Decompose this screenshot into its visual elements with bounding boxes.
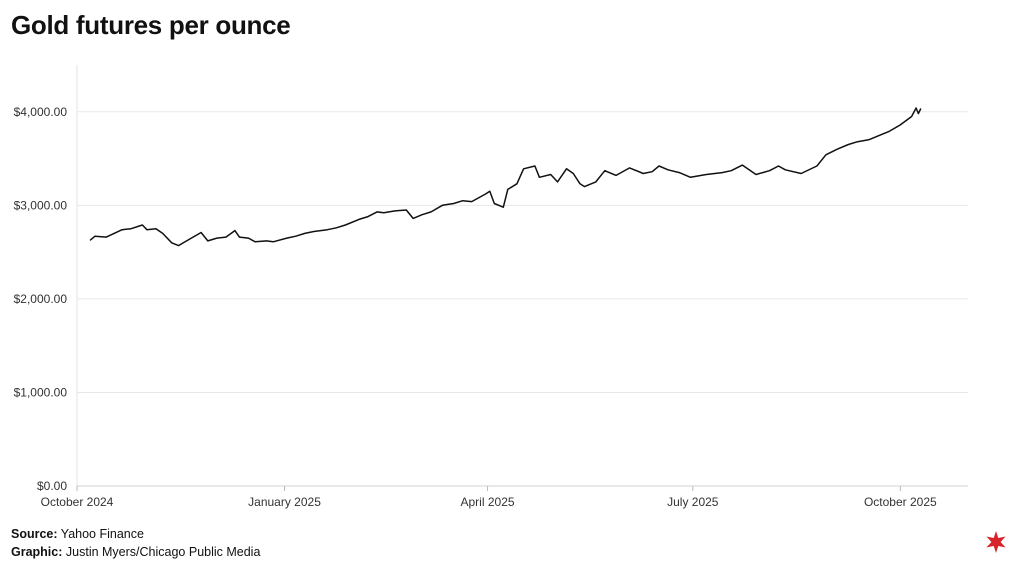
y-tick-label: $0.00 xyxy=(37,479,67,493)
y-tick-label: $3,000.00 xyxy=(14,198,68,212)
y-tick-label: $4,000.00 xyxy=(14,105,68,119)
x-tick-label: July 2025 xyxy=(667,495,719,509)
graphic-credit: Graphic: Justin Myers/Chicago Public Med… xyxy=(11,545,260,559)
y-tick-label: $1,000.00 xyxy=(14,385,68,399)
gridlines xyxy=(76,65,968,487)
chicago-star-icon xyxy=(986,531,1006,553)
series-line xyxy=(89,107,922,247)
x-tick-label: October 2024 xyxy=(41,495,114,509)
source-text: Yahoo Finance xyxy=(60,527,144,541)
series-layer xyxy=(89,107,922,247)
x-axis-ticks: October 2024 January 2025 April 2025 July 2… xyxy=(41,486,937,509)
x-tick-label: April 2025 xyxy=(461,495,515,509)
chart-title: Gold futures per ounce xyxy=(11,10,291,40)
x-tick-label: October 2025 xyxy=(864,495,937,509)
graphic-label: Graphic: xyxy=(11,545,63,559)
x-tick-label: January 2025 xyxy=(248,495,321,509)
y-axis-ticks: $0.00 $1,000.00 $2,000.00 $3,000.00 $4,000.0… xyxy=(14,105,68,493)
graphic-text: Justin Myers/Chicago Public Media xyxy=(65,545,261,559)
source-label: Source: xyxy=(11,527,58,541)
y-tick-label: $2,000.00 xyxy=(14,292,68,306)
line-chart: $0.00 $1,000.00 $2,000.00 $3,000.00 $4,000.0… xyxy=(14,65,968,509)
source-credit: Source: Yahoo Finance xyxy=(11,527,144,541)
